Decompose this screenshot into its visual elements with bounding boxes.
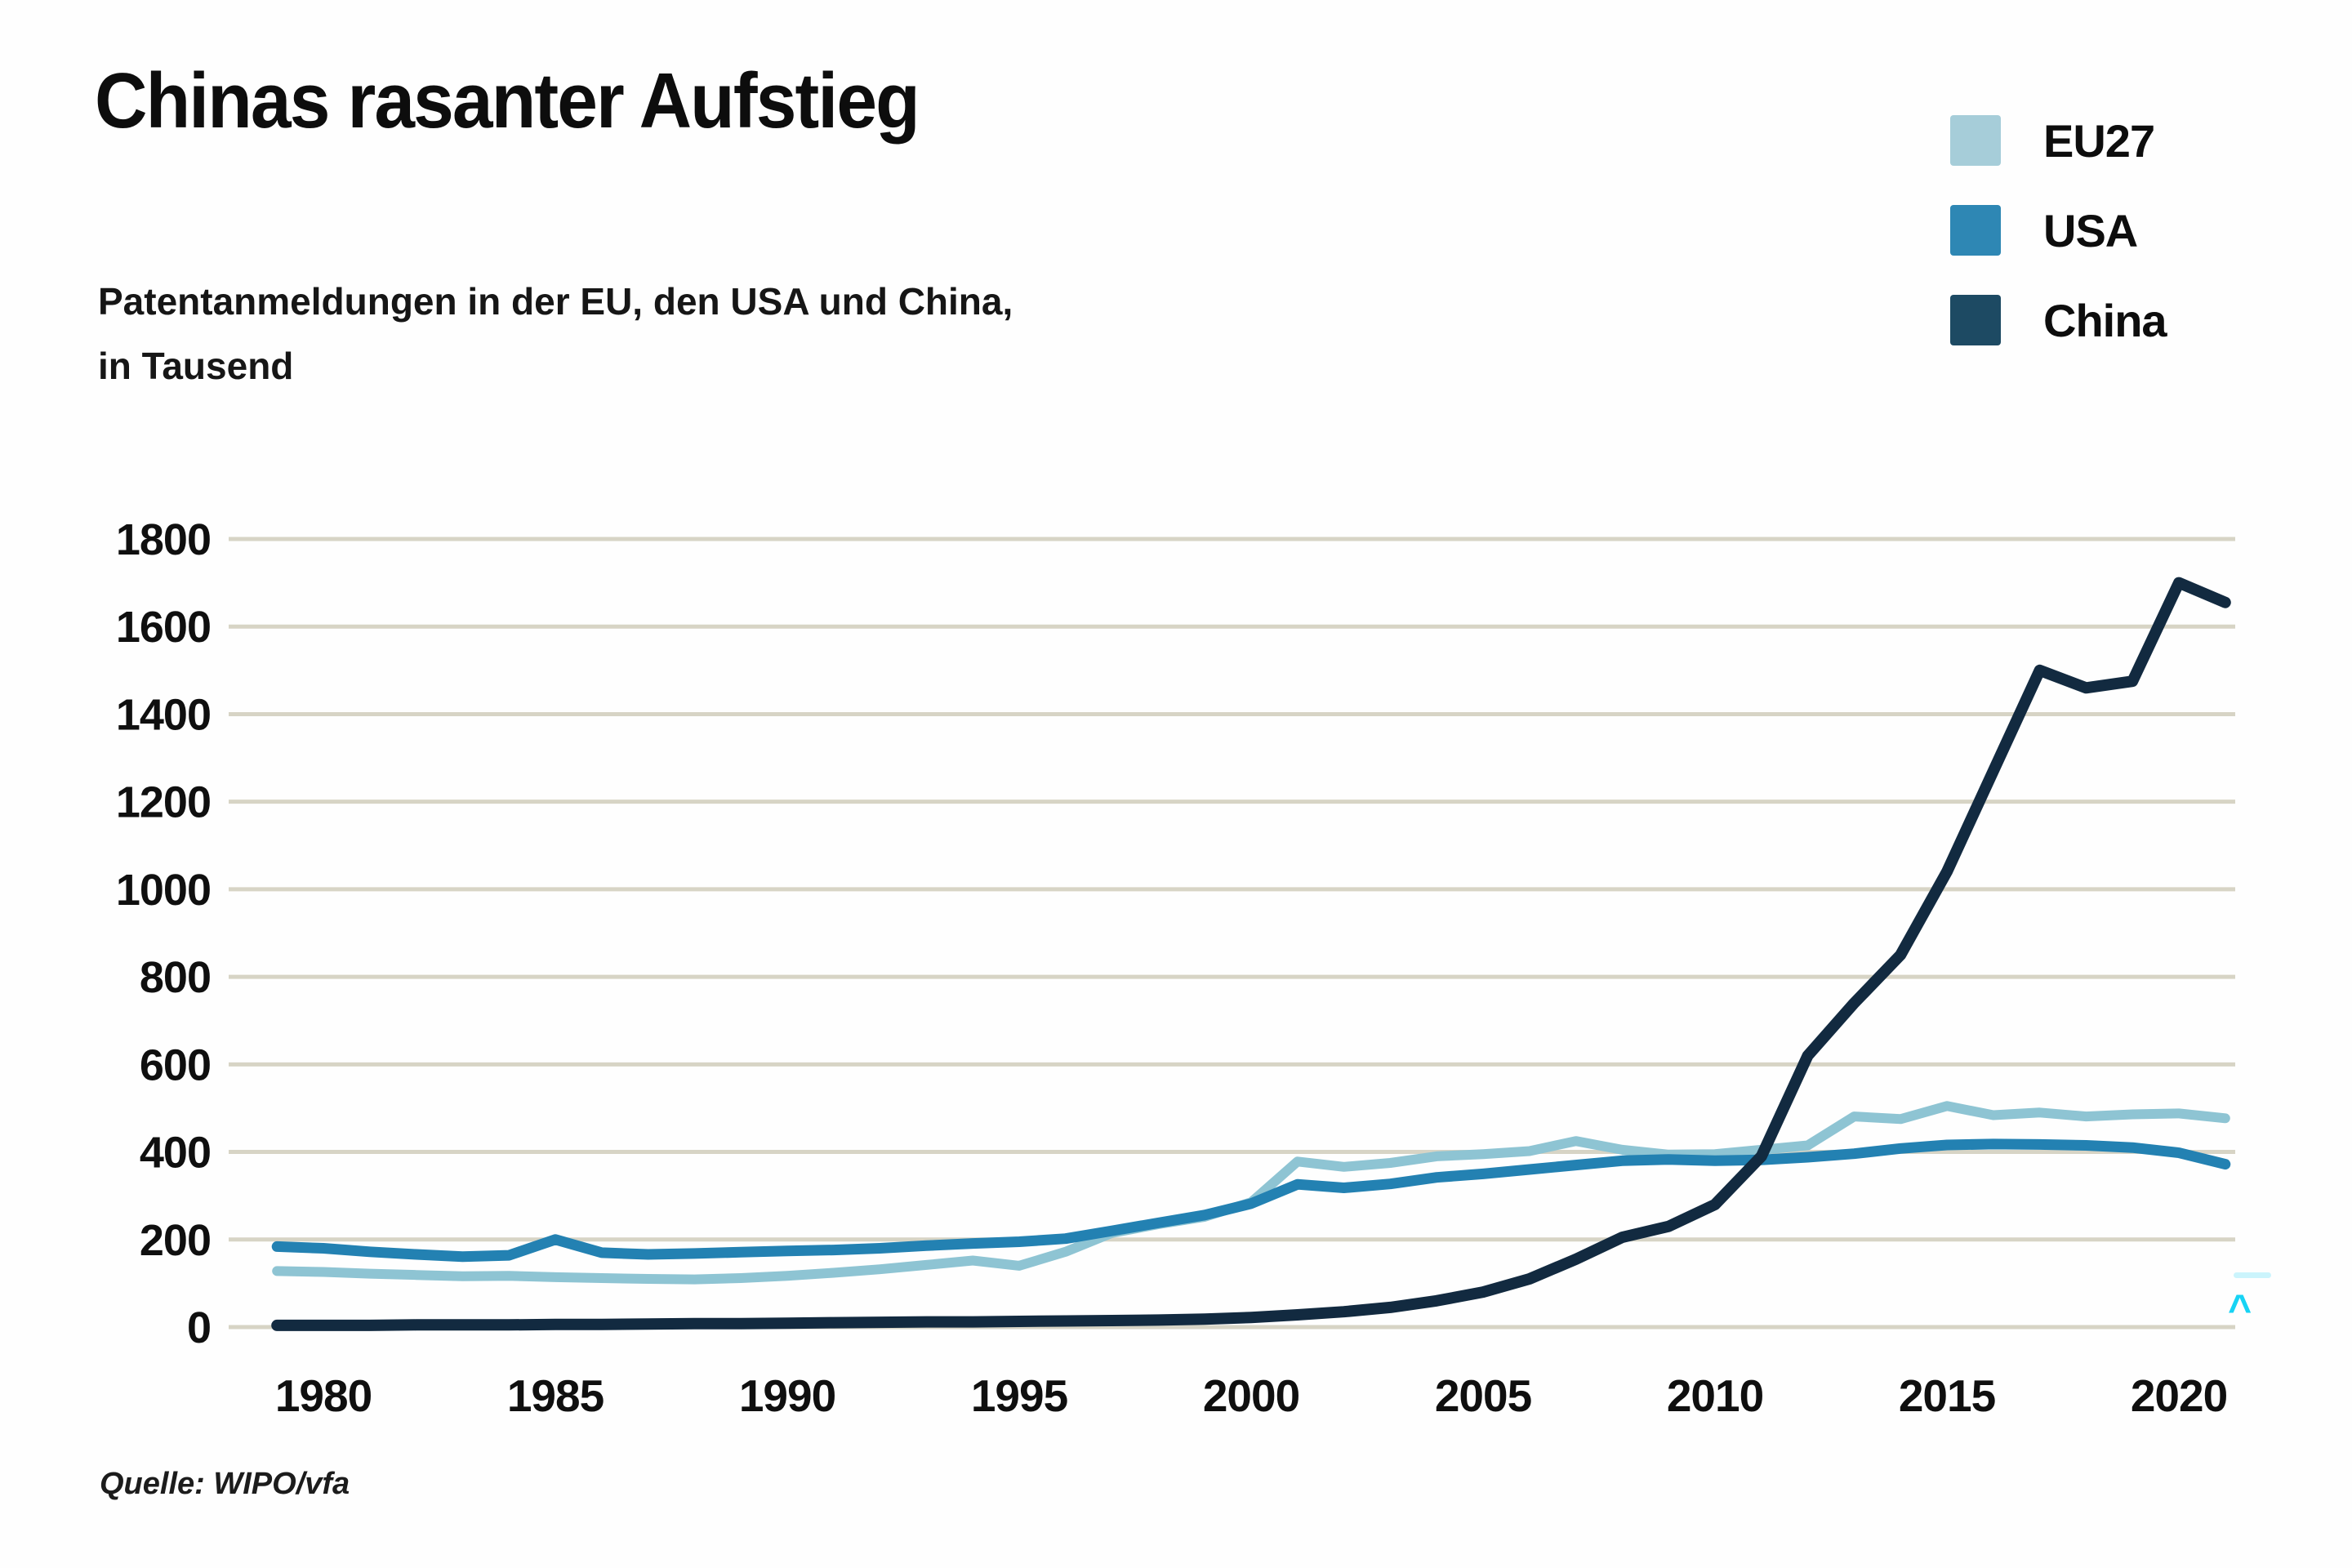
legend-label-china: China: [2043, 294, 2167, 346]
y-tick-label-1200: 1200: [116, 778, 211, 827]
y-tick-label-1800: 1800: [116, 515, 211, 564]
series-line-eu27: [272, 1101, 2230, 1285]
y-tick-label-1400: 1400: [116, 690, 211, 739]
y-tick-label-600: 600: [140, 1040, 211, 1089]
y-tick-label-800: 800: [140, 953, 211, 1002]
x-tick-label-2005: 2005: [1435, 1370, 1532, 1421]
legend-label-eu27: EU27: [2043, 114, 2155, 167]
y-tick-label-0: 0: [187, 1303, 211, 1352]
series-line-china: [271, 577, 2231, 1331]
y-tick-label-1600: 1600: [116, 603, 211, 652]
legend-item-china: China: [1950, 294, 2167, 346]
x-tick-label-1990: 1990: [739, 1370, 835, 1421]
compression-artifact-caret-icon: ^: [2228, 1286, 2252, 1332]
x-tick-label-2015: 2015: [1899, 1370, 1996, 1421]
y-tick-label-200: 200: [140, 1216, 211, 1265]
compression-artifact-dash: [2234, 1272, 2271, 1278]
x-tick-label-2010: 2010: [1667, 1370, 1763, 1421]
chart-subtitle-line1: Patentanmeldungen in der EU, den USA und…: [98, 280, 1013, 323]
chart-subtitle-line2: in Tausend: [98, 345, 294, 388]
legend-swatch-china: [1950, 295, 2001, 345]
legend-swatch-usa: [1950, 205, 2001, 256]
x-tick-label-2000: 2000: [1203, 1370, 1299, 1421]
legend-swatch-eu27: [1950, 115, 2001, 166]
source-note: Quelle: WIPO/vfa: [100, 1467, 350, 1501]
y-tick-label-1000: 1000: [116, 866, 211, 915]
legend-item-usa: USA: [1950, 204, 2167, 256]
x-tick-label-2020: 2020: [2131, 1370, 2227, 1421]
legend: EU27 USA China: [1950, 114, 2167, 384]
legend-label-usa: USA: [2043, 204, 2138, 256]
x-tick-label-1985: 1985: [507, 1370, 604, 1421]
legend-item-eu27: EU27: [1950, 114, 2167, 167]
x-tick-label-1980: 1980: [275, 1370, 372, 1421]
x-tick-label-1995: 1995: [971, 1370, 1068, 1421]
chart-title: Chinas rasanter Aufstieg: [95, 57, 920, 145]
series-line-usa: [271, 1138, 2231, 1263]
chart-subtitle: Patentanmeldungen in der EU, den USA und…: [98, 270, 1013, 399]
y-tick-label-400: 400: [140, 1129, 211, 1178]
